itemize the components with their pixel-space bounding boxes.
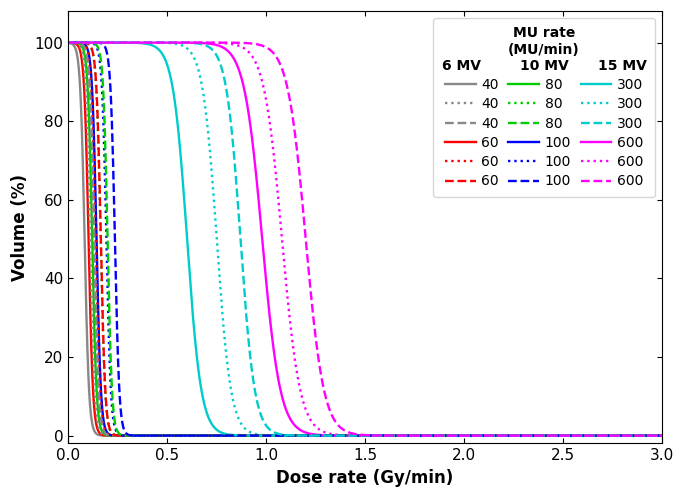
Legend: 40, 40, 40, 60, 60, 60, 80, 80, 80, 100, 100, 100, 300, 300, 300, 600, 600, 600: 40, 40, 40, 60, 60, 60, 80, 80, 80, 100,… xyxy=(434,18,655,197)
X-axis label: Dose rate (Gy/min): Dose rate (Gy/min) xyxy=(277,469,453,487)
Y-axis label: Volume (%): Volume (%) xyxy=(11,174,29,281)
